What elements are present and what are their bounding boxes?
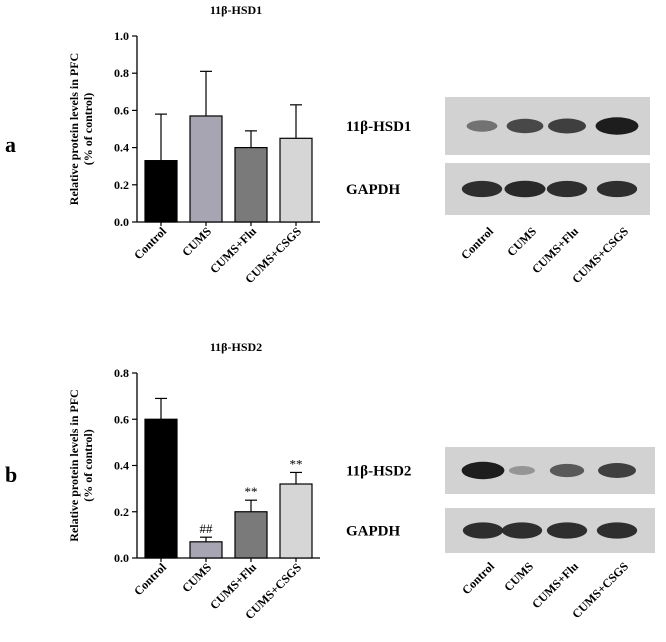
blot-band — [546, 180, 588, 198]
blot-band — [546, 522, 588, 539]
blot-row-label: GAPDH — [346, 182, 400, 198]
blot-band — [504, 180, 546, 198]
y-axis-label-line: (% of control) — [81, 429, 95, 501]
panel-b: b 11β-HSD2 Relative protein levels in PFC… — [5, 340, 655, 622]
y-tick-label: 0.0 — [114, 215, 129, 229]
bar-cums-csgs — [279, 483, 313, 559]
blot-band — [598, 463, 636, 478]
y-tick-label: 0.0 — [114, 551, 129, 565]
blot-band — [548, 118, 586, 134]
y-tick-label: 0.2 — [114, 505, 129, 519]
blot-band — [595, 117, 639, 135]
significance-marker: ## — [200, 521, 214, 536]
blot-band — [461, 180, 503, 198]
chart-title: 11β-HSD1 — [210, 3, 262, 17]
bar-cums — [189, 115, 223, 223]
bar-cums — [189, 541, 223, 559]
blot-row-label: 11β-HSD1 — [346, 119, 411, 135]
blot-band — [501, 522, 543, 539]
blot-band — [461, 461, 505, 480]
blot-lane-label: CUMS — [501, 559, 536, 594]
blot-lane-label: CUMS+Flu — [529, 224, 581, 276]
panel-a: a 11β-HSD1 Relative protein levels in PFC… — [5, 3, 650, 286]
bar-cums-csgs — [279, 137, 313, 223]
blot-band — [549, 463, 585, 478]
panel-letter-b: b — [5, 462, 17, 487]
bar-chart-a: 11β-HSD1 Relative protein levels in PFC (%… — [67, 3, 320, 286]
y-tick-label: 0.4 — [114, 459, 129, 473]
blot-lane-label: CUMS — [504, 224, 539, 259]
y-axis-label-line: (% of control) — [81, 93, 95, 165]
y-tick-label: 0.2 — [114, 178, 129, 192]
x-category-label: Control — [131, 224, 169, 262]
blot-lane-label: Control — [458, 224, 496, 262]
panel-letter-a: a — [5, 132, 16, 157]
blot-row-label: 11β-HSD2 — [346, 464, 411, 480]
y-tick-label: 0.6 — [114, 412, 129, 426]
significance-marker: ** — [245, 484, 258, 499]
y-tick-label: 1.0 — [114, 29, 129, 43]
blot-band — [506, 118, 544, 134]
y-tick-label: 0.8 — [114, 366, 129, 380]
blot-band — [596, 522, 638, 539]
blot-lane-label: CUMS+Flu — [529, 559, 581, 611]
x-category-label: CUMS — [179, 560, 214, 595]
bar-chart-b: 11β-HSD2 Relative protein levels in PFC (%… — [67, 340, 320, 622]
y-tick-label: 0.4 — [114, 141, 129, 155]
blot-band — [462, 522, 504, 539]
bar-control — [144, 418, 178, 559]
bar-cums-flu — [234, 147, 268, 223]
blot-row-label: GAPDH — [346, 524, 400, 540]
bar-cums-flu — [234, 511, 268, 559]
blot-lane-label: Control — [459, 559, 497, 597]
y-axis-label-line: Relative protein levels in PFC — [67, 53, 81, 205]
y-tick-label: 0.8 — [114, 66, 129, 80]
blot-band — [466, 120, 498, 132]
blot-band — [509, 466, 535, 475]
blot-band — [596, 180, 638, 198]
y-tick-label: 0.6 — [114, 103, 129, 117]
x-category-label: Control — [131, 560, 169, 598]
chart-title: 11β-HSD2 — [210, 340, 262, 354]
significance-marker: ** — [290, 456, 303, 471]
y-axis-label-line: Relative protein levels in PFC — [67, 389, 81, 541]
bar-control — [144, 160, 178, 223]
x-category-label: CUMS — [179, 224, 214, 259]
